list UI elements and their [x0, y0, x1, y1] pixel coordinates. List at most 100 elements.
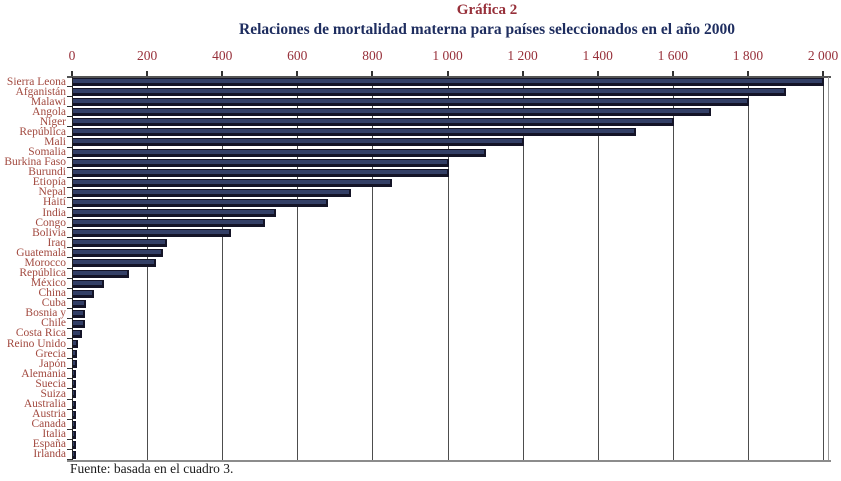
x-axis-tick	[671, 70, 674, 76]
bar	[73, 88, 786, 97]
bar	[73, 309, 85, 318]
x-gridline	[147, 77, 149, 460]
x-gridline	[222, 77, 224, 460]
bar	[73, 158, 449, 167]
bar	[73, 380, 76, 389]
category-tick	[67, 257, 72, 259]
x-axis-tick	[221, 70, 224, 76]
category-label: Japón	[39, 357, 66, 370]
category-label: Morocco	[24, 256, 66, 269]
bar	[73, 440, 76, 449]
y-axis-line	[72, 77, 73, 460]
category-tick	[67, 398, 72, 400]
category-tick	[67, 126, 72, 128]
category-label: Iraq	[47, 236, 66, 249]
category-tick	[67, 297, 72, 299]
bar	[73, 400, 76, 409]
bar	[73, 148, 486, 157]
category-tick	[67, 438, 72, 440]
category-tick	[67, 207, 72, 209]
category-label: India	[42, 206, 66, 219]
bar	[73, 229, 231, 238]
x-axis-tick	[371, 70, 374, 76]
category-label: Australia	[23, 398, 66, 411]
category-label: Bosnia y	[25, 307, 66, 320]
category-tick	[67, 327, 72, 329]
x-tick-label: 1 400	[582, 48, 613, 63]
category-tick	[67, 146, 72, 148]
bar	[73, 420, 76, 429]
bar	[73, 118, 674, 127]
source-note: Fuente: basada en el cuadro 3.	[70, 461, 234, 476]
category-label: Chile	[41, 317, 66, 330]
bar	[73, 239, 167, 248]
bar	[73, 430, 76, 439]
category-label: República	[19, 125, 66, 138]
category-label: Haití	[43, 196, 66, 209]
category-tick	[67, 459, 72, 460]
category-tick	[67, 448, 72, 450]
category-tick	[67, 368, 72, 370]
plot-right-border	[828, 77, 829, 460]
x-axis-tick	[596, 70, 599, 76]
category-tick	[67, 307, 72, 309]
category-label: Afganistán	[15, 85, 66, 98]
category-label: Suiza	[40, 387, 66, 400]
x-tick-label: 0	[68, 48, 76, 63]
bar	[73, 370, 76, 379]
x-axis-tick	[71, 70, 73, 76]
x-tick-label: 1 200	[507, 48, 538, 63]
category-tick	[67, 176, 72, 178]
category-label: Costa Rica	[15, 327, 66, 340]
bar	[73, 360, 77, 369]
x-gridline	[672, 77, 674, 460]
x-gridline	[747, 77, 749, 460]
category-label: Sierra Leona	[6, 75, 66, 88]
category-tick	[67, 388, 72, 390]
category-tick	[67, 247, 72, 249]
category-label: Angola	[32, 105, 66, 118]
category-tick	[67, 408, 72, 410]
category-tick	[67, 358, 72, 360]
category-label: Somalia	[28, 146, 66, 159]
x-axis-line	[67, 75, 831, 78]
x-axis-tick	[296, 70, 299, 76]
category-label: Burundi	[28, 166, 66, 179]
bar	[73, 319, 85, 328]
x-axis-tick	[746, 70, 749, 76]
bar	[73, 289, 94, 298]
x-axis-tick	[822, 70, 824, 76]
bar	[73, 168, 449, 177]
bar	[73, 450, 76, 459]
category-tick	[67, 267, 72, 269]
category-label: Cuba	[41, 297, 66, 310]
x-gridline	[372, 77, 374, 460]
category-tick	[67, 96, 72, 98]
x-gridline	[297, 77, 299, 460]
category-label: Malawi	[30, 95, 66, 108]
bar	[73, 188, 351, 197]
bar	[73, 198, 328, 207]
category-tick	[67, 348, 72, 350]
chart-title: Gráfica 2	[456, 2, 518, 18]
bar	[73, 108, 711, 117]
bar	[73, 209, 276, 218]
x-tick-label: 1 600	[657, 48, 688, 63]
category-label: Alemania	[21, 367, 66, 380]
category-label: Etiopía	[32, 176, 66, 189]
x-axis-tick	[446, 70, 449, 76]
category-tick	[67, 196, 72, 198]
category-label: Burkina Faso	[4, 156, 66, 169]
category-label: Congo	[35, 216, 66, 229]
category-tick	[67, 217, 72, 219]
category-tick	[67, 378, 72, 380]
x-tick-label: 800	[362, 48, 383, 63]
bar	[73, 299, 86, 308]
x-axis-tick	[521, 70, 524, 76]
category-tick	[67, 186, 72, 188]
bar	[73, 340, 78, 349]
category-tick	[67, 237, 72, 239]
bar	[73, 259, 156, 268]
category-tick	[67, 156, 72, 158]
